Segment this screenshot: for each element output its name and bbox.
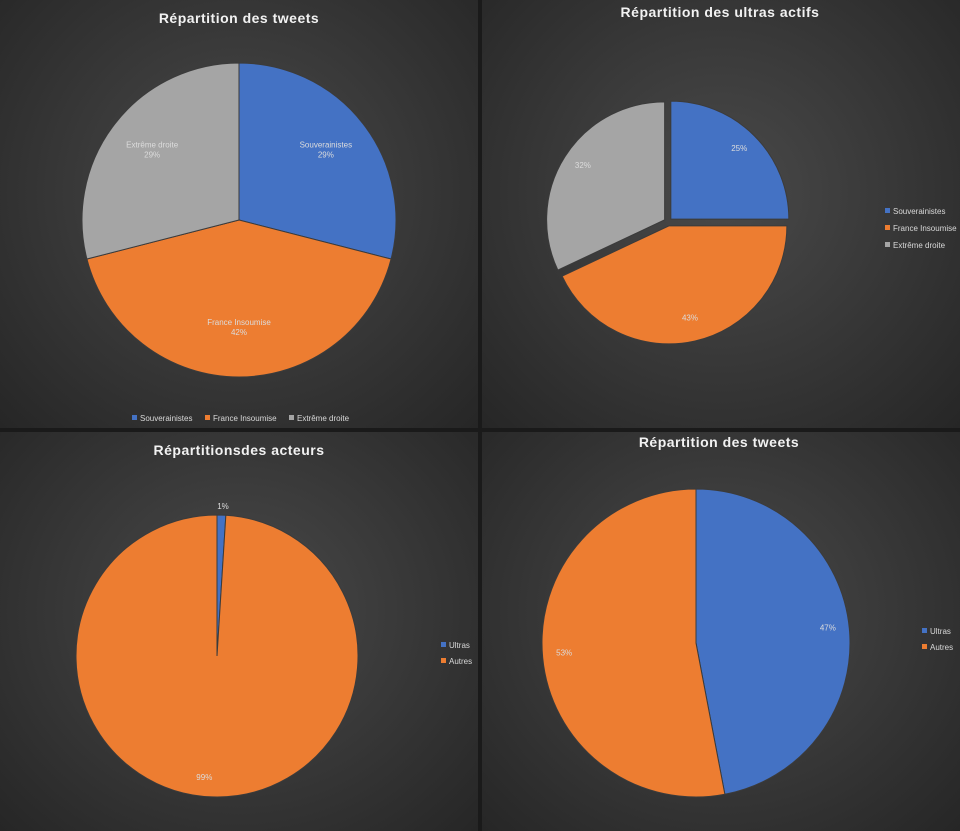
data-label: 47% bbox=[820, 624, 836, 633]
pie-slice-ultras bbox=[695, 488, 851, 795]
data-label: 25% bbox=[731, 144, 747, 153]
legend-swatch bbox=[922, 644, 927, 649]
data-label: 53% bbox=[556, 648, 572, 657]
chart-legend: Ultras Autres bbox=[441, 641, 472, 666]
pie-slice-france-insoumise bbox=[86, 219, 392, 378]
data-label: Extrême droite 29% bbox=[126, 141, 179, 160]
data-label: 1% bbox=[217, 502, 229, 511]
legend-entry: Ultras bbox=[449, 641, 470, 650]
legend-entry: France Insoumise bbox=[893, 224, 957, 233]
chart-title: Répartition des tweets bbox=[639, 434, 799, 450]
pie-slice-souverainistes bbox=[670, 100, 790, 220]
legend-entry: Souverainistes bbox=[140, 414, 192, 423]
legend-swatch bbox=[132, 415, 137, 420]
chart-legend: Souverainistes France Insoumise Extrême dr… bbox=[885, 207, 957, 250]
legend-swatch bbox=[289, 415, 294, 420]
legend-swatch bbox=[922, 628, 927, 633]
chart-panel-acteurs: Répartitionsdes acteurs 1% 99% Ultras Autres bbox=[0, 432, 478, 831]
pie-chart: Répartition des ultras actifs 25% 43% 32% So… bbox=[546, 4, 957, 345]
chart-title: Répartition des ultras actifs bbox=[621, 4, 820, 20]
pie-chart: Répartition des tweets Souverainistes 29% F… bbox=[81, 10, 397, 423]
pie-slice-autres bbox=[75, 514, 359, 798]
pie-chart: Répartition des tweets 47% 53% Ultras Autres bbox=[541, 434, 953, 798]
data-label: 99% bbox=[196, 773, 212, 782]
pie-slice-autres bbox=[541, 488, 726, 798]
legend-swatch bbox=[885, 208, 890, 213]
data-label: Souverainistes 29% bbox=[300, 141, 352, 160]
legend-swatch bbox=[885, 225, 890, 230]
legend-entry: Extrême droite bbox=[297, 414, 350, 423]
legend-entry: Ultras bbox=[930, 627, 951, 636]
chart-panel-tweets-by-group: Répartition des tweets Souverainistes 29% F… bbox=[0, 0, 478, 428]
data-label: 43% bbox=[682, 313, 698, 322]
chart-legend: Ultras Autres bbox=[922, 627, 953, 652]
pie-slice-extr-me-droite bbox=[81, 62, 240, 260]
pie-slice-france-insoumise bbox=[561, 225, 788, 345]
legend-entry: Souverainistes bbox=[893, 207, 945, 216]
chart-panel-tweets-ultras: Répartition des tweets 47% 53% Ultras Autres bbox=[482, 432, 960, 831]
legend-entry: Autres bbox=[930, 643, 953, 652]
legend-entry: Extrême droite bbox=[893, 241, 946, 250]
legend-entry: France Insoumise bbox=[213, 414, 277, 423]
chart-legend: Souverainistes France Insoumise Extrême dr… bbox=[132, 414, 350, 423]
legend-swatch bbox=[885, 242, 890, 247]
pie-chart: Répartitionsdes acteurs 1% 99% Ultras Autres bbox=[75, 442, 472, 798]
pie-slice-extr-me-droite bbox=[546, 101, 666, 271]
legend-swatch bbox=[441, 658, 446, 663]
legend-entry: Autres bbox=[449, 657, 472, 666]
legend-swatch bbox=[441, 642, 446, 647]
chart-title: Répartitionsdes acteurs bbox=[154, 442, 325, 458]
chart-panel-ultras-actifs: Répartition des ultras actifs 25% 43% 32% So… bbox=[482, 0, 960, 428]
pie-slice-souverainistes bbox=[238, 62, 397, 260]
data-label: France Insoumise 42% bbox=[207, 318, 271, 337]
legend-swatch bbox=[205, 415, 210, 420]
chart-title: Répartition des tweets bbox=[159, 10, 319, 26]
data-label: 32% bbox=[575, 161, 591, 170]
